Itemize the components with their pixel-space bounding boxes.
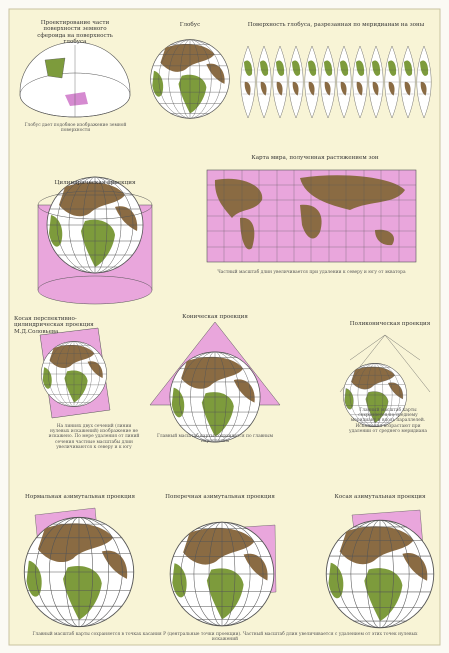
panel-title: Карта мира, полученная растяжением зон	[251, 155, 379, 161]
footer-caption: Главный масштаб карты сохраняется в точк…	[32, 632, 418, 643]
panel-caption: На линиях двух сечений (линии нулевых ис…	[48, 424, 140, 450]
panel-title: Косая азимутальная проекция	[334, 494, 426, 500]
panel-title: Нормальная азимутальная проекция	[25, 494, 135, 500]
panel-title: Глобус	[179, 22, 201, 28]
panel-caption: Глобус дает подобное изображение земной …	[24, 123, 127, 134]
panel-caption: Главный масштаб карты сохраняется по сре…	[349, 408, 427, 434]
panel-caption: Главный масштаб карты сохраняется по гла…	[156, 434, 273, 445]
panel-title: Поликоническая проекция	[349, 321, 431, 327]
panel-title: Проектирование части поверхности земного…	[37, 20, 113, 46]
panel-caption: Частный масштаб длин увеличивается при у…	[217, 270, 406, 275]
globe	[150, 39, 230, 119]
hemisphere-figure	[19, 41, 131, 118]
cylinder-figure	[37, 176, 153, 305]
panel-title: Коническая проекция	[182, 314, 248, 320]
polyconic-figure	[339, 334, 431, 428]
world-map	[206, 169, 417, 263]
panel-title: Цилиндрическая проекция	[54, 180, 136, 186]
panel-title: Поперечная азимутальная проекция	[165, 494, 275, 500]
panel-title: Косая перспективно-цилиндрическая проекц…	[14, 316, 94, 335]
oblique-cylinder-figure	[39, 327, 111, 419]
azimuthal-figures	[23, 507, 435, 629]
cone-figure	[149, 321, 281, 443]
panel-title: Поверхность глобуса, разрезанная по мери…	[247, 22, 425, 28]
